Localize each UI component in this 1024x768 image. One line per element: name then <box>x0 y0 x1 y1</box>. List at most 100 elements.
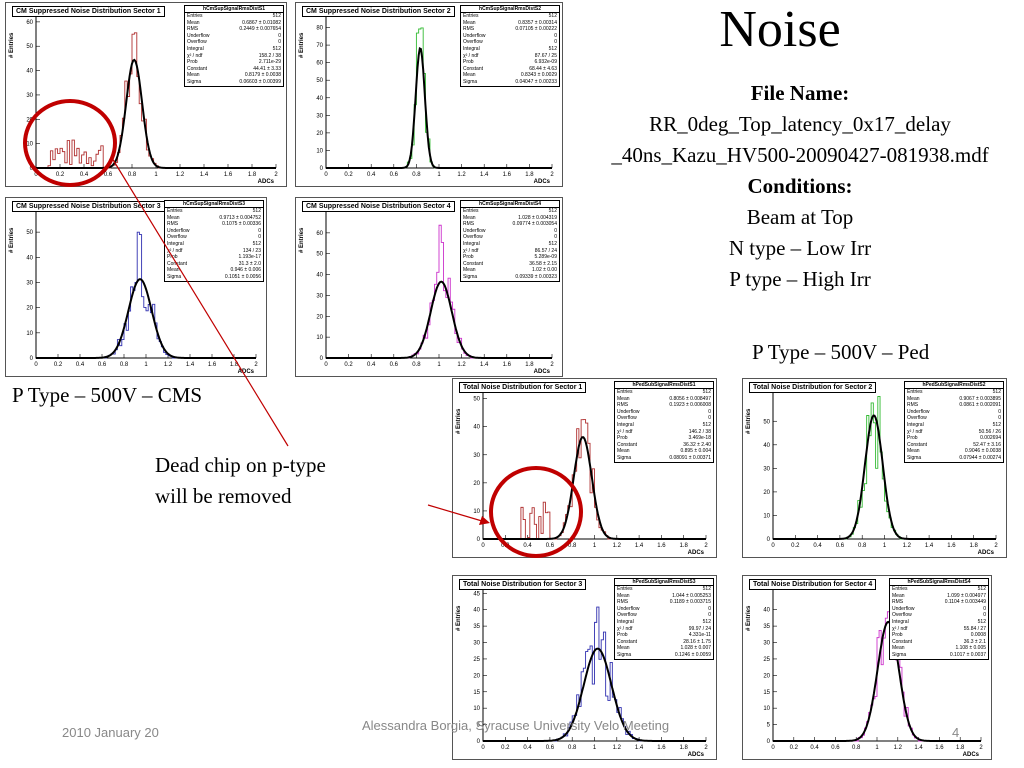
stats-row: Prob 3.469e-18 <box>615 435 713 442</box>
stats-row: Prob 1.193e-17 <box>165 254 263 261</box>
stats-name: hPedSubSignalRmsDistS4 <box>890 579 988 586</box>
y-tick-label: 0 <box>320 356 324 362</box>
y-tick-label: 60 <box>316 231 323 237</box>
stats-row: RMS 0.1075 ± 0.00336 <box>165 221 263 228</box>
x-tick-label: 0.8 <box>412 362 421 368</box>
stats-row: Mean 1.028 ± 0.004319 <box>461 215 559 222</box>
stats-value: 158.2 / 38 <box>258 52 281 59</box>
y-tick-label: 25 <box>763 657 770 663</box>
x-tick-label: 0.6 <box>390 362 399 368</box>
x-tick-label: 1.2 <box>176 172 185 178</box>
x-tick-label: 0.6 <box>831 745 840 751</box>
stats-label: Underflow <box>187 32 210 39</box>
stats-value: 0.2449 ± 0.007654 <box>239 26 281 33</box>
y-axis-label: # Entries <box>746 605 752 631</box>
x-tick-label: 0.2 <box>344 172 353 178</box>
x-axis-label: ADCs <box>687 752 704 758</box>
stats-label: Entries <box>167 208 183 214</box>
stats-row: Mean 1.028 ± 0.007 <box>615 645 713 652</box>
stats-row: Underflow 0 <box>890 606 988 613</box>
annotation-line: Dead chip on p-type <box>155 453 326 477</box>
stats-row: Integral 512 <box>890 619 988 626</box>
stats-value: 0.8343 ± 0.0029 <box>520 72 557 79</box>
stats-row: Constant 36.32 ± 2.40 <box>615 442 713 449</box>
stats-row: RMS 0.09774 ± 0.003054 <box>461 221 559 228</box>
stats-label: Entries <box>463 13 479 19</box>
stats-value: 512 <box>548 240 557 247</box>
stats-row: Mean 0.9046 ± 0.0038 <box>905 448 1003 455</box>
stats-value: 0.002694 <box>980 435 1001 442</box>
stats-label: Integral <box>167 240 184 247</box>
y-axis-label: # Entries <box>299 227 305 253</box>
stats-value: 512 <box>702 389 711 395</box>
x-tick-label: 0.2 <box>791 543 800 549</box>
y-tick-label: 40 <box>473 608 480 614</box>
histogram-plot: 0 0.2 0.4 0.6 0.8 1 1.2 1.4 1.6 1.8 20102030405060… <box>316 17 554 178</box>
stats-label: Mean <box>187 72 200 79</box>
stats-row: Constant 28.16 ± 1.75 <box>615 639 713 646</box>
x-tick-label: 1.8 <box>956 745 965 751</box>
y-tick-label: 0 <box>767 739 771 745</box>
x-tick-label: 0 <box>481 543 485 549</box>
x-tick-label: 1 <box>437 362 441 368</box>
y-tick-label: 10 <box>26 331 33 337</box>
y-tick-label: 50 <box>763 419 770 425</box>
x-tick-label: 1.2 <box>613 745 622 751</box>
stats-label: RMS <box>892 599 904 606</box>
histogram-plot: 0 0.2 0.4 0.6 0.8 1 1.2 1.4 1.6 1.8 20510152025303… <box>763 590 983 751</box>
stats-box: hCmSupSignalRmsDistS3 Entries 512 Mean 0.971… <box>164 200 264 282</box>
y-tick-label: 40 <box>316 96 323 102</box>
x-tick-label: 0.6 <box>546 543 555 549</box>
stats-row: Mean 0.946 ± 0.006 <box>165 267 263 274</box>
hist-cms-sector-3: 0 0.2 0.4 0.6 0.8 1 1.2 1.4 1.6 1.8 2 0 10 20 30 40 50 CM… <box>5 197 267 377</box>
stats-label: Constant <box>892 638 913 645</box>
x-tick-label: 1.4 <box>925 543 934 549</box>
stats-row: χ² / ndf 87.67 / 25 <box>461 53 559 60</box>
stats-value: 0 <box>708 415 711 422</box>
y-tick-label: 30 <box>316 293 323 299</box>
y-tick-label: 50 <box>26 44 33 50</box>
stats-box: hCmSupSignalRmsDistS2 Entries 512 Mean 0.835… <box>460 5 560 87</box>
x-tick-label: 0 <box>34 362 38 368</box>
x-tick-label: 0.2 <box>56 172 65 178</box>
stats-value: 512 <box>702 618 711 625</box>
stats-value: 31.3 ± 2.0 <box>238 260 261 267</box>
stats-value: 0.8357 ± 0.00314 <box>518 19 557 26</box>
x-tick-label: 0.6 <box>546 745 555 751</box>
x-tick-label: 1.8 <box>525 362 534 368</box>
y-tick-label: 50 <box>316 252 323 258</box>
stats-value: 0 <box>708 612 711 619</box>
y-tick-label: 50 <box>473 397 480 403</box>
x-tick-label: 0.4 <box>813 543 822 549</box>
stats-label: Integral <box>463 240 480 247</box>
stats-label: Overflow <box>907 415 927 422</box>
stats-row: Mean 1.044 ± 0.005253 <box>615 593 713 600</box>
file-name-value: RR_0deg_Top_latency_0x17_delay _40ns_Kaz… <box>611 112 989 167</box>
stats-box: hPedSubSignalRmsDistS4 Entries 512 Mean 1.09… <box>889 578 989 660</box>
stats-label: Underflow <box>463 32 486 39</box>
stats-row: χ² / ndf 146.2 / 38 <box>615 429 713 436</box>
stats-label: Prob <box>892 632 903 639</box>
stats-value: 146.2 / 38 <box>688 428 711 435</box>
histogram-title: Total Noise Distribution for Sector 1 <box>459 382 587 393</box>
stats-label: Entries <box>907 389 923 395</box>
stats-label: Entries <box>463 208 479 214</box>
stats-row: Mean 0.6867 ± 0.01082 <box>185 20 283 27</box>
y-tick-label: 30 <box>473 641 480 647</box>
stats-value: 0.1246 ± 0.0059 <box>674 651 711 658</box>
stats-label: Mean <box>617 448 630 455</box>
y-tick-label: 50 <box>316 78 323 84</box>
stats-label: Integral <box>617 618 634 625</box>
y-tick-label: 0 <box>477 537 481 543</box>
y-tick-label: 10 <box>26 142 33 148</box>
x-tick-label: 1.8 <box>248 172 257 178</box>
stats-value: 87.67 / 25 <box>534 52 557 59</box>
stats-label: Sigma <box>892 651 907 658</box>
condition-item: Beam at Top <box>746 205 854 229</box>
stats-value: 512 <box>548 208 557 214</box>
x-tick-label: 0.6 <box>836 543 845 549</box>
stats-label: Prob <box>463 59 474 66</box>
stats-value: 0.06603 ± 0.00399 <box>239 78 281 85</box>
stats-row: Integral 512 <box>615 422 713 429</box>
